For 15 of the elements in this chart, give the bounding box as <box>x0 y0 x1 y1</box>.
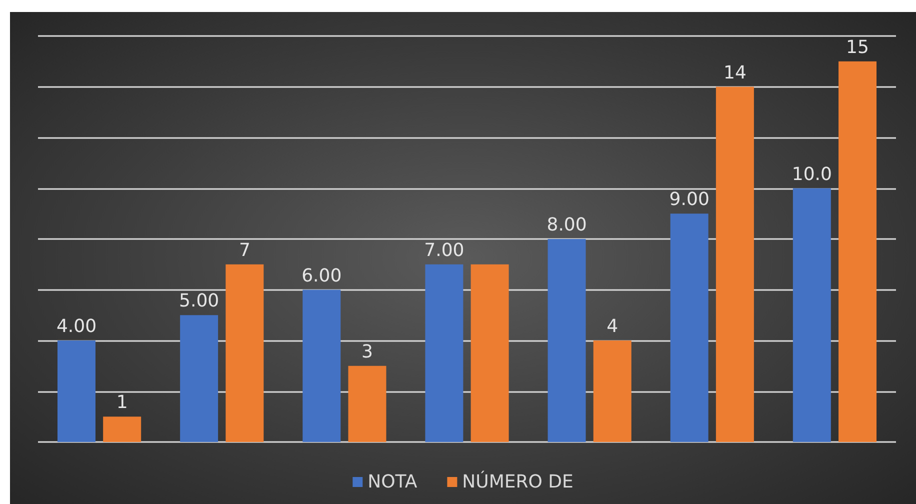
data-label: 4 <box>606 316 618 337</box>
data-label: 1 <box>116 392 128 414</box>
data-label: 14 <box>723 62 746 84</box>
data-label: 7.00 <box>424 240 464 261</box>
data-label: 4.00 <box>56 316 97 337</box>
data-label: 10.0 <box>792 164 832 185</box>
legend-label: NOTA <box>368 472 418 492</box>
data-label: 8.00 <box>546 214 587 236</box>
data-label: 7 <box>238 240 250 261</box>
data-label: 15 <box>846 36 869 58</box>
legend-label: NÚMERO DE <box>462 470 574 492</box>
data-label: 3 <box>362 341 373 362</box>
data-label: 6.00 <box>302 265 342 286</box>
data-label: 5.00 <box>179 290 220 312</box>
data-label: 9.00 <box>669 189 710 210</box>
